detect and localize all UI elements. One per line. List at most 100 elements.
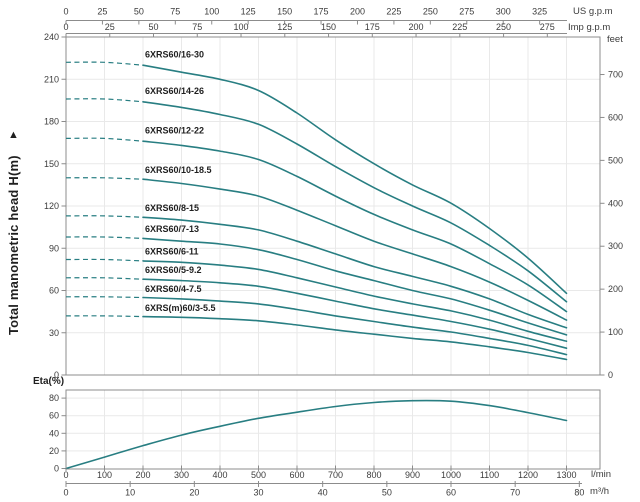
feet-unit-label: feet xyxy=(607,34,623,45)
head-axis-tick-label: 180 xyxy=(44,117,59,127)
pump-curve xyxy=(142,296,568,356)
lmin-tick-label: 200 xyxy=(135,470,150,480)
m3h-tick-label: 80 xyxy=(574,488,584,498)
pump-curve-label: 6XRS60/7-13 xyxy=(145,224,199,234)
imp-gpm-tick-label: 275 xyxy=(540,22,555,32)
lmin-tick-label: 400 xyxy=(212,470,227,480)
head-axis-tick-label: 30 xyxy=(49,328,59,338)
pump-curve-label: 6XRS60/8-15 xyxy=(145,203,199,213)
head-axis-tick-label: 90 xyxy=(49,243,59,253)
m3h-tick-label: 20 xyxy=(189,488,199,498)
us-gpm-tick-label: 300 xyxy=(496,7,511,17)
us-gpm-tick-label: 225 xyxy=(386,7,401,17)
eta-axis-title: Eta(%) xyxy=(33,376,65,387)
m3h-tick-label: 60 xyxy=(446,488,456,498)
head-axis-tick-label: 60 xyxy=(49,286,59,296)
head-axis-tick-label: 150 xyxy=(44,159,59,169)
us-gpm-tick-label: 75 xyxy=(170,7,180,17)
pump-curve-label: 6XRS60/5-9.2 xyxy=(145,265,202,275)
feet-axis-tick-label: 100 xyxy=(608,327,623,337)
lmin-tick-label: 1000 xyxy=(441,470,461,480)
imp-gpm-tick-label: 200 xyxy=(409,22,424,32)
m3h-tick-label: 0 xyxy=(63,488,68,498)
lmin-unit-label: l/min xyxy=(591,469,612,480)
feet-axis-tick-label: 700 xyxy=(608,70,623,80)
lmin-tick-label: 600 xyxy=(289,470,304,480)
pump-curve-dashed xyxy=(65,215,144,218)
pump-curve-dashed xyxy=(65,277,144,280)
y-axis-title: Total manometric head H(m) xyxy=(6,155,21,335)
pump-curve xyxy=(142,278,568,349)
us-gpm-tick-label: 50 xyxy=(134,7,144,17)
pump-curve-dashed xyxy=(65,177,144,180)
us-gpm-tick-label: 150 xyxy=(277,7,292,17)
pump-curve xyxy=(142,260,568,342)
eta-axis-tick-label: 0 xyxy=(54,464,59,474)
pump-curve xyxy=(142,178,568,321)
us-gpm-tick-label: 200 xyxy=(350,7,365,17)
imp-gpm-tick-label: 50 xyxy=(149,22,159,32)
m3h-tick-label: 50 xyxy=(382,488,392,498)
pump-curve-label: 6XRS60/6-11 xyxy=(145,247,199,257)
pump-curve-dashed xyxy=(65,137,144,142)
imp-gpm-tick-label: 150 xyxy=(321,22,336,32)
us-gpm-tick-label: 0 xyxy=(63,7,68,17)
imp-gpm-tick-label: 250 xyxy=(496,22,511,32)
feet-axis-tick-label: 200 xyxy=(608,284,623,294)
y-axis-arrow-icon: ▲ xyxy=(8,129,19,141)
pump-curve xyxy=(142,64,568,295)
eta-axis-tick-label: 60 xyxy=(49,411,59,421)
imp-gpm-tick-label: 175 xyxy=(365,22,380,32)
us-gpm-tick-label: 100 xyxy=(204,7,219,17)
pump-curve-label: 6XRS60/4-7.5 xyxy=(145,284,202,294)
us-gpm-tick-label: 275 xyxy=(459,7,474,17)
imp-gpm-tick-label: 125 xyxy=(277,22,292,32)
imp-gpm-tick-label: 225 xyxy=(452,22,467,32)
pump-curve xyxy=(142,315,568,361)
pump-curve-dashed xyxy=(65,61,144,66)
m3h-tick-label: 10 xyxy=(125,488,135,498)
imp-gpm-tick-label: 75 xyxy=(192,22,202,32)
eta-axis-tick-label: 80 xyxy=(49,393,59,403)
imp-gpm-tick-label: 100 xyxy=(234,22,249,32)
lmin-tick-label: 900 xyxy=(405,470,420,480)
lmin-tick-label: 300 xyxy=(174,470,189,480)
feet-axis-tick-label: 400 xyxy=(608,198,623,208)
lmin-tick-label: 800 xyxy=(366,470,381,480)
feet-axis-tick-label: 600 xyxy=(608,112,623,122)
head-axis-tick-label: 120 xyxy=(44,201,59,211)
pump-curve-label: 6XRS60/14-26 xyxy=(145,86,204,96)
us-gpm-tick-label: 250 xyxy=(423,7,438,17)
pump-curve-label: 6XRS60/16-30 xyxy=(145,49,204,59)
eta-curve xyxy=(65,399,568,470)
us-gpm-tick-label: 175 xyxy=(314,7,329,17)
pump-curve xyxy=(142,101,568,303)
lmin-tick-label: 1200 xyxy=(518,470,538,480)
pump-curve-dashed xyxy=(65,258,144,262)
head-axis-tick-label: 210 xyxy=(44,74,59,84)
pump-curve xyxy=(142,216,568,329)
imp-gpm-unit-label: Imp g.p.m xyxy=(568,22,611,33)
pump-curve-dashed xyxy=(65,236,144,239)
feet-axis-tick-label: 500 xyxy=(608,155,623,165)
lmin-tick-label: 0 xyxy=(63,470,68,480)
pump-curve-dashed xyxy=(65,296,144,299)
us-gpm-tick-label: 25 xyxy=(97,7,107,17)
pump-curve-label: 6XRS60/10-18.5 xyxy=(145,165,212,175)
eta-axis-tick-label: 20 xyxy=(49,446,59,456)
eta-axis-tick-label: 40 xyxy=(49,428,59,438)
pump-curve xyxy=(142,237,568,336)
m3h-tick-label: 30 xyxy=(253,488,263,498)
us-gpm-tick-label: 125 xyxy=(241,7,256,17)
m3h-tick-label: 70 xyxy=(510,488,520,498)
head-axis-tick-label: 240 xyxy=(44,32,59,42)
feet-axis-tick-label: 0 xyxy=(608,370,613,380)
lmin-tick-label: 1100 xyxy=(480,470,499,480)
pump-curve-label: 6XRS(m)60/3-5.5 xyxy=(145,303,216,313)
lmin-tick-label: 500 xyxy=(251,470,266,480)
us-gpm-unit-label: US g.p.m xyxy=(573,6,613,17)
imp-gpm-tick-label: 25 xyxy=(105,22,115,32)
m3h-unit-label: m³/h xyxy=(590,486,609,497)
